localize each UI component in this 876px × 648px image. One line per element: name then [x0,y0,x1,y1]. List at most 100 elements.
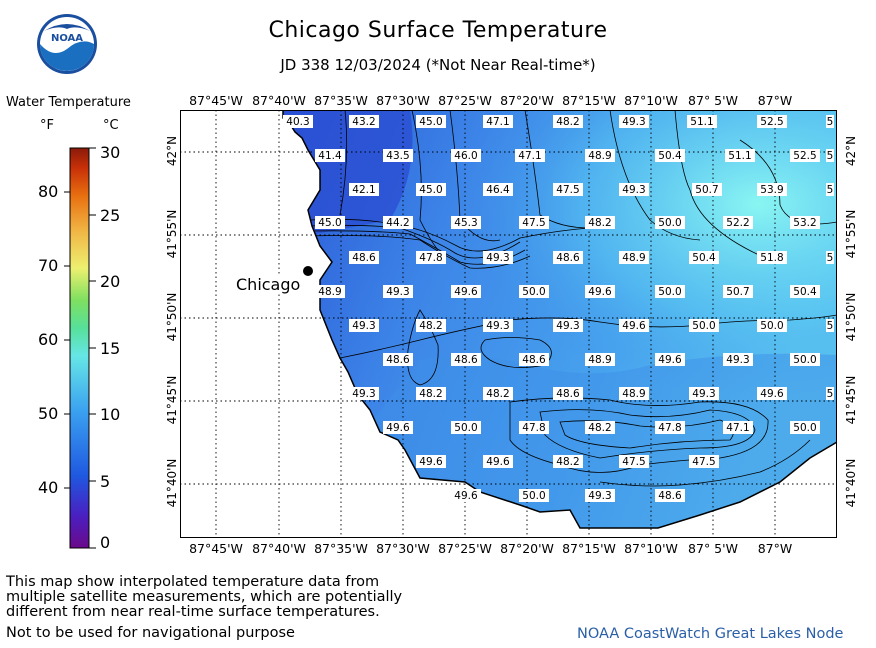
temperature-label: 47.5 [692,456,715,468]
lon-label-top: 87°35'W [314,93,368,108]
temperature-label-bg [553,455,583,468]
temperature-map: 40.3 43.2 45.0 47.1 48.2 49.3 51.1 52.5 5 41.4 43.… [180,110,837,538]
temperature-label: 47.8 [419,252,442,264]
lon-label-top: 87°40'W [252,93,306,108]
temperature-label: 51.1 [728,150,751,162]
temperature-label-bg [416,251,446,264]
temperature-label-bg [655,353,685,366]
temperature-label: 49.6 [622,320,646,332]
temperature-label: 50.4 [658,150,682,162]
temperature-label-bg [451,353,481,366]
temperature-label-bg [349,319,379,332]
temperature-label: 50.0 [522,490,545,502]
temperature-label-bg [585,421,615,434]
legend-c-tick: 20 [100,272,121,291]
temperature-label: 42.1 [352,184,375,196]
temperature-label: 47.5 [522,217,545,229]
temperature-label: 51.8 [760,252,783,264]
temperature-label-bg [619,455,649,468]
temperature-label: 50.4 [793,286,817,298]
lat-label-left: 41°50'N [165,292,179,342]
lon-label-top: 87° 5'W [688,93,738,108]
temperature-label: 48.2 [588,217,611,229]
legend-unit-f: °F [40,118,54,133]
temperature-labels: 40.3 43.2 45.0 47.1 48.2 49.3 51.1 52.5 5 41.4 43.… [283,115,834,502]
temperature-label: 50.0 [454,422,477,434]
temperature-label: 43.5 [386,150,409,162]
temperature-label: 50.0 [658,217,681,229]
lon-label-bottom: 87°35'W [314,541,368,556]
temperature-label-bg [315,149,345,162]
legend-c-tick: 10 [100,405,121,424]
temperature-label-bg [451,489,481,502]
lat-label-right: 41°55'N [844,209,858,259]
lon-label-bottom: 87°45'W [189,541,243,556]
temperature-label: 50.7 [695,184,718,196]
temperature-label-bg [519,353,549,366]
temperature-label-bg [723,285,753,298]
temperature-label: 47.8 [522,422,545,434]
page-subtitle: JD 338 12/03/2024 (*Not Near Real-time*) [280,56,596,74]
temperature-label-bg [483,387,513,400]
temperature-label-bg [553,183,583,196]
temperature-label: 49.6 [760,388,784,400]
lat-label-right: 41°50'N [844,292,858,342]
lat-label-left: 41°40'N [165,458,179,508]
temperature-label: 48.2 [556,116,579,128]
temperature-label: 45.0 [419,116,442,128]
lat-label-left: 41°45'N [165,375,179,425]
temperature-label-bg [383,285,413,298]
temperature-label-bg [689,319,719,332]
temperature-label: 49.3 [622,116,645,128]
temperature-label: 49.3 [556,320,579,332]
temperature-label-bg [619,319,649,332]
footer-disclaimer: Not to be used for navigational purpose [6,625,295,641]
temperature-label: 48.9 [588,354,611,366]
temperature-label: 5 [827,184,834,196]
temperature-label: 44.2 [386,217,409,229]
temperature-label: 49.3 [622,184,645,196]
temperature-label: 48.6 [454,354,478,366]
temperature-label-bg [619,183,649,196]
temperature-label-bg [790,285,820,298]
legend-c-tick: 15 [100,339,121,358]
temperature-label-bg [315,285,345,298]
footer-note-line-2: multiple satellite measurements, which a… [6,589,403,605]
temperature-label: 48.9 [622,388,645,400]
temperature-label: 49.3 [486,252,509,264]
lon-label-bottom: 87°10'W [624,541,678,556]
temperature-label: 48.6 [658,490,682,502]
temperature-label-bg [553,115,583,128]
temperature-label: 48.6 [352,252,376,264]
temperature-label-bg [585,285,615,298]
temperature-label-bg [655,216,685,229]
temperature-label-bg [416,387,446,400]
temperature-label: 5 [827,150,834,162]
temperature-label: 48.9 [622,252,645,264]
lon-label-top: 87°10'W [624,93,678,108]
temperature-label: 50.0 [658,286,681,298]
temperature-label: 49.3 [486,320,509,332]
temperature-label-bg [553,387,583,400]
temperature-label: 52.2 [726,217,749,229]
temperature-label: 43.2 [352,116,375,128]
temperature-label-bg [383,216,413,229]
temperature-label-bg [723,353,753,366]
temperature-label-bg [790,353,820,366]
lon-label-bottom: 87°30'W [376,541,430,556]
temperature-label: 47.5 [556,184,579,196]
temperature-label-bg [315,216,345,229]
temperature-label-bg [757,387,787,400]
temperature-label-bg [515,149,545,162]
temperature-label-bg [826,251,834,264]
lon-label-top: 87°25'W [438,93,492,108]
temperature-label-bg [519,285,549,298]
temperature-label: 47.8 [658,422,681,434]
temperature-label-bg [585,489,615,502]
lon-label-bottom: 87°20'W [500,541,554,556]
lat-label-right: 41°40'N [844,458,858,508]
lon-label-top: 87°W [757,93,793,108]
temperature-label: 51.1 [690,116,713,128]
temperature-label: 5 [827,116,834,128]
temperature-label-bg [483,115,513,128]
